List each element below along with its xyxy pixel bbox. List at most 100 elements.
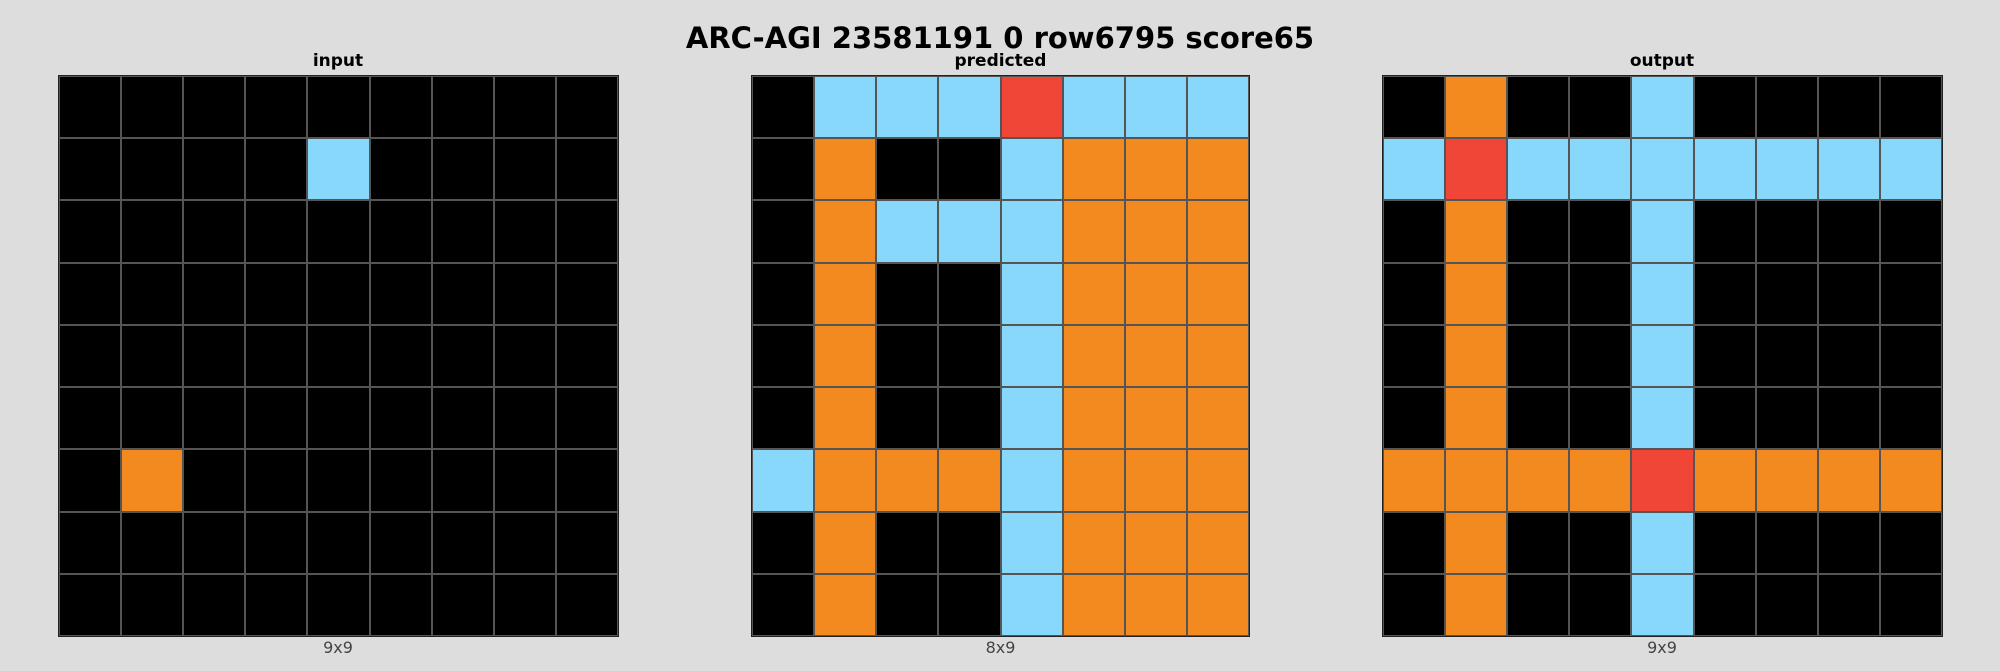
grid-cell xyxy=(1631,324,1694,388)
grid-cell xyxy=(1569,449,1632,512)
grid-cell xyxy=(1124,324,1187,388)
grid-cell xyxy=(1755,449,1818,512)
grid-cell xyxy=(1383,573,1446,636)
grid-cell xyxy=(1000,387,1063,450)
grid-cell xyxy=(1817,76,1880,139)
grid-cell xyxy=(555,324,618,388)
grid-cell xyxy=(1124,138,1187,201)
grid-cell xyxy=(183,324,246,388)
grid-cell xyxy=(369,324,432,388)
grid-cell xyxy=(752,76,815,139)
grid-cell xyxy=(59,387,122,450)
grid-cell xyxy=(1693,511,1756,574)
grid-cell xyxy=(431,262,494,325)
grid-cell xyxy=(1755,138,1818,201)
grid-cell xyxy=(369,76,432,139)
grid-cell xyxy=(1631,449,1694,512)
grid-cell xyxy=(814,387,877,450)
grid-cell xyxy=(876,200,939,263)
grid-cell xyxy=(493,76,556,139)
grid-cell xyxy=(1631,76,1694,139)
grid-cell xyxy=(1124,387,1187,450)
grid-cell xyxy=(1507,200,1570,263)
grid-cell xyxy=(814,324,877,388)
grid-cell xyxy=(121,449,184,512)
grid-cell xyxy=(183,76,246,139)
grid-cell xyxy=(1383,387,1446,450)
grid-cell xyxy=(752,200,815,263)
grid-dims-predicted: 8x9 xyxy=(985,638,1016,657)
grid-cell xyxy=(1507,324,1570,388)
grid-cell xyxy=(1383,449,1446,512)
grid-cell xyxy=(1693,138,1756,201)
grid-cell xyxy=(59,200,122,263)
grid-cell xyxy=(555,573,618,636)
grid-cell xyxy=(369,262,432,325)
grid-cell xyxy=(493,200,556,263)
grid-cell xyxy=(876,449,939,512)
grid-cell xyxy=(1693,449,1756,512)
grid-cell xyxy=(938,324,1001,388)
grid-cell xyxy=(555,76,618,139)
grid-cell xyxy=(1507,449,1570,512)
grid-cell xyxy=(1062,511,1125,574)
grid-cell xyxy=(1879,76,1942,139)
grid-cell xyxy=(876,324,939,388)
grid-cell xyxy=(1186,262,1249,325)
grid-output xyxy=(1382,75,1943,637)
grid-cell xyxy=(1445,573,1508,636)
grid-cell xyxy=(1879,262,1942,325)
grid-cell xyxy=(1445,138,1508,201)
grid-predicted xyxy=(751,75,1250,637)
grid-cell xyxy=(493,262,556,325)
grid-cell xyxy=(814,262,877,325)
grid-cell xyxy=(183,138,246,201)
grid-cell xyxy=(493,573,556,636)
grid-cell xyxy=(1186,138,1249,201)
grid-cell xyxy=(1000,200,1063,263)
grid-cell xyxy=(307,573,370,636)
grid-cell xyxy=(431,511,494,574)
grid-cell xyxy=(493,324,556,388)
grid-cell xyxy=(59,138,122,201)
grid-dims-output: 9x9 xyxy=(1647,638,1677,657)
grid-cell xyxy=(1755,511,1818,574)
grid-cell xyxy=(876,138,939,201)
grid-cell xyxy=(938,449,1001,512)
grid-cell xyxy=(555,138,618,201)
grid-cell xyxy=(245,387,308,450)
grid-cell xyxy=(814,449,877,512)
grid-cell xyxy=(1186,449,1249,512)
grid-cell xyxy=(814,200,877,263)
grid-cell xyxy=(752,387,815,450)
grid-cell xyxy=(555,511,618,574)
grid-cell xyxy=(307,262,370,325)
grid-cell xyxy=(1062,138,1125,201)
grid-cell xyxy=(183,511,246,574)
grid-cell xyxy=(121,138,184,201)
grid-cell xyxy=(1755,573,1818,636)
grid-cell xyxy=(245,449,308,512)
grid-cell xyxy=(1062,387,1125,450)
grid-cell xyxy=(1879,138,1942,201)
grid-cell xyxy=(1569,511,1632,574)
grid-cell xyxy=(938,573,1001,636)
grid-cell xyxy=(752,573,815,636)
grid-cell xyxy=(555,387,618,450)
grid-cell xyxy=(1000,324,1063,388)
grid-cell xyxy=(1000,76,1063,139)
grid-cell xyxy=(876,387,939,450)
grid-cell xyxy=(1879,387,1942,450)
grid-cell xyxy=(245,262,308,325)
grid-cell xyxy=(1631,573,1694,636)
grid-cell xyxy=(1755,76,1818,139)
grid-cell xyxy=(876,76,939,139)
grid-cell xyxy=(1383,324,1446,388)
grid-cell xyxy=(245,76,308,139)
grid-cell xyxy=(493,138,556,201)
grid-cell xyxy=(1879,449,1942,512)
grid-cell xyxy=(1879,200,1942,263)
grid-cell xyxy=(938,76,1001,139)
grid-cell xyxy=(121,324,184,388)
grid-cell xyxy=(814,573,877,636)
